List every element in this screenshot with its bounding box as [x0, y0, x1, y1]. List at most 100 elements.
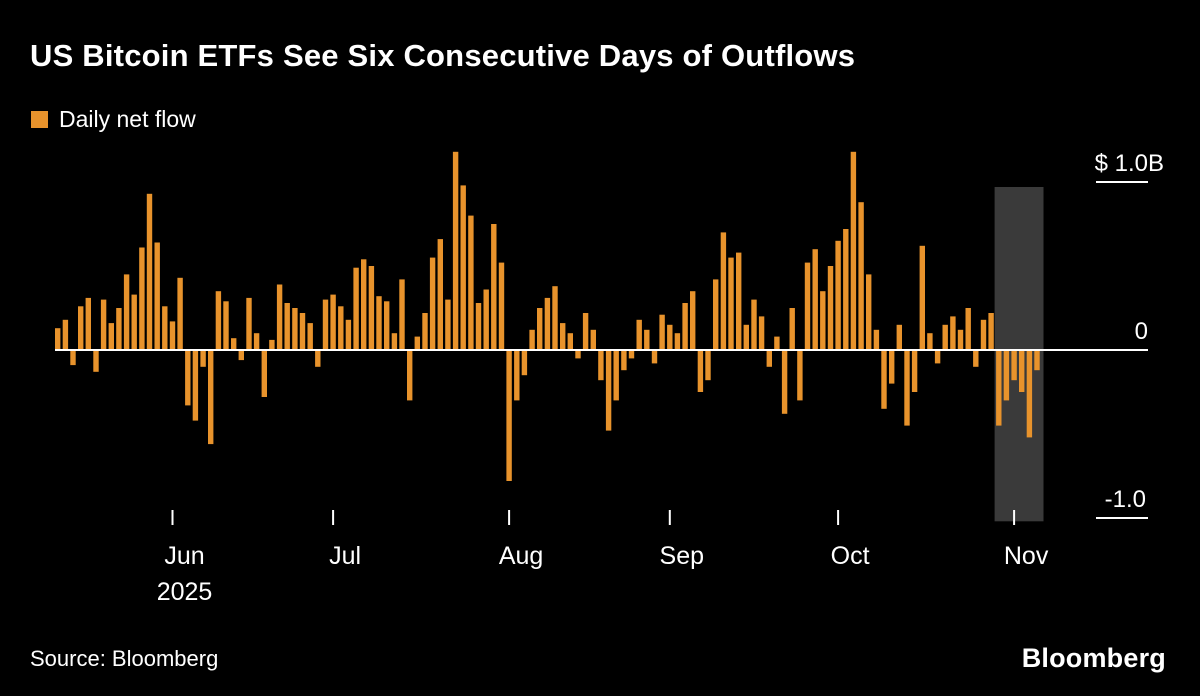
daily-net-flow-bar — [521, 350, 528, 376]
daily-net-flow-bar — [850, 151, 857, 350]
daily-net-flow-bar — [376, 296, 382, 350]
daily-net-flow-bar — [154, 242, 160, 350]
daily-net-flow-bar — [361, 259, 367, 350]
daily-net-flow-bar — [598, 350, 604, 381]
daily-net-flow-bar — [988, 313, 994, 350]
daily-net-flow-bar — [452, 151, 459, 350]
daily-net-flow-bar — [246, 297, 252, 350]
daily-net-flow-bar — [613, 350, 619, 401]
daily-net-flow-bar — [116, 308, 122, 350]
daily-net-flow-bar — [674, 333, 681, 350]
daily-net-flow-bar — [1011, 350, 1017, 381]
daily-net-flow-bar — [911, 350, 918, 392]
year-label: 2025 — [157, 578, 213, 606]
daily-net-flow-bar — [820, 291, 826, 350]
daily-net-flow-bar — [108, 323, 114, 350]
daily-net-flow-bar — [537, 308, 543, 350]
chart-title: US Bitcoin ETFs See Six Consecutive Days… — [30, 38, 856, 73]
daily-net-flow-bar — [85, 297, 91, 350]
daily-net-flow-bar — [330, 294, 336, 350]
daily-net-flow-bar — [774, 336, 780, 350]
daily-net-flow-bar — [322, 299, 329, 350]
daily-net-flow-bar — [407, 350, 413, 401]
daily-net-flow-bar — [345, 319, 352, 350]
daily-net-flow-bar — [659, 314, 665, 350]
daily-net-flow-bar — [575, 350, 581, 359]
daily-net-flow-bar — [843, 229, 849, 350]
daily-net-flow-bar — [55, 328, 61, 350]
bloomberg-logo: Bloomberg — [1021, 643, 1166, 673]
daily-net-flow-bar — [200, 350, 206, 367]
daily-net-flow-bar — [728, 257, 734, 350]
daily-net-flow-bar — [70, 350, 76, 366]
daily-net-flow-bar — [743, 324, 749, 350]
daily-net-flow-bar — [307, 323, 313, 350]
daily-net-flow-bar — [315, 350, 321, 367]
daily-net-flow-bar — [628, 350, 635, 359]
daily-net-flow-bar — [483, 289, 489, 350]
daily-net-flow-bar-chart: $ 1.0B 0 -1.0 Jun 2025 Jul Aug Sep Oct Nov — [0, 130, 1200, 630]
source-credit: Source: Bloomberg — [30, 646, 219, 671]
daily-net-flow-bar — [238, 350, 244, 361]
daily-net-flow-bar — [690, 291, 696, 350]
daily-net-flow-bar — [758, 316, 765, 350]
daily-net-flow-bar — [100, 299, 107, 350]
daily-net-flow-bar — [789, 308, 795, 350]
daily-net-flow-bar — [950, 316, 956, 350]
y-tick-label: -1.0 — [1105, 486, 1146, 513]
daily-net-flow-bar — [873, 329, 880, 350]
daily-net-flow-bar — [468, 215, 474, 350]
daily-net-flow-bar — [651, 350, 658, 364]
daily-net-flow-bar — [93, 350, 99, 372]
daily-net-flow-bar — [896, 324, 902, 350]
daily-net-flow-bar — [1003, 350, 1010, 401]
y-tick-label: 0 — [1135, 318, 1148, 345]
legend-label: Daily net flow — [59, 106, 196, 132]
daily-net-flow-bar — [866, 274, 872, 350]
daily-net-flow-bar — [605, 350, 612, 431]
daily-net-flow-bar — [934, 350, 941, 364]
daily-net-flow-bar — [338, 306, 344, 350]
daily-net-flow-bar — [131, 294, 137, 350]
daily-net-flow-bar — [942, 324, 948, 350]
daily-net-flow-bar — [835, 240, 841, 350]
daily-net-flow-bar — [429, 257, 436, 350]
daily-net-flow-bar — [1034, 350, 1040, 371]
daily-net-flow-bar — [384, 301, 390, 350]
legend-swatch-icon — [31, 111, 48, 128]
daily-net-flow-bar — [621, 350, 627, 371]
daily-net-flow-bar — [162, 306, 168, 350]
daily-net-flow-bar — [192, 350, 199, 421]
daily-net-flow-bar — [697, 350, 704, 392]
daily-net-flow-bar — [269, 339, 275, 350]
daily-net-flow-bar — [1026, 350, 1033, 438]
chart-canvas: $ 1.0B 0 -1.0 Jun 2025 Jul Aug Sep Oct Nov — [55, 150, 1164, 606]
month-label: Nov — [1004, 542, 1049, 570]
daily-net-flow-bar — [567, 333, 573, 350]
daily-net-flow-bar — [399, 279, 405, 350]
daily-net-flow-bar — [980, 319, 987, 350]
daily-net-flow-bar — [215, 291, 222, 350]
daily-net-flow-bar — [123, 274, 130, 350]
daily-net-flow-bar — [644, 329, 650, 350]
daily-net-flow-bar — [292, 308, 298, 350]
daily-net-flow-bar — [804, 262, 811, 350]
daily-net-flow-bar — [590, 329, 596, 350]
daily-net-flow-bar — [284, 303, 290, 350]
daily-net-flow-bar — [223, 301, 229, 350]
daily-net-flow-bar — [781, 350, 788, 414]
daily-net-flow-bar — [299, 313, 306, 350]
daily-net-flow-bar — [812, 249, 818, 350]
daily-net-flow-bar — [491, 224, 497, 350]
daily-net-flow-bar — [498, 262, 505, 350]
month-label: Jun — [164, 542, 204, 570]
daily-net-flow-bar — [231, 338, 237, 350]
daily-net-flow-bar — [973, 350, 979, 367]
daily-net-flow-bar — [276, 284, 283, 350]
month-label: Jul — [329, 542, 361, 570]
daily-net-flow-bar — [797, 350, 803, 401]
daily-net-flow-bar — [185, 350, 191, 406]
daily-net-flow-bar — [682, 303, 688, 350]
daily-net-flow-bar — [560, 323, 566, 350]
